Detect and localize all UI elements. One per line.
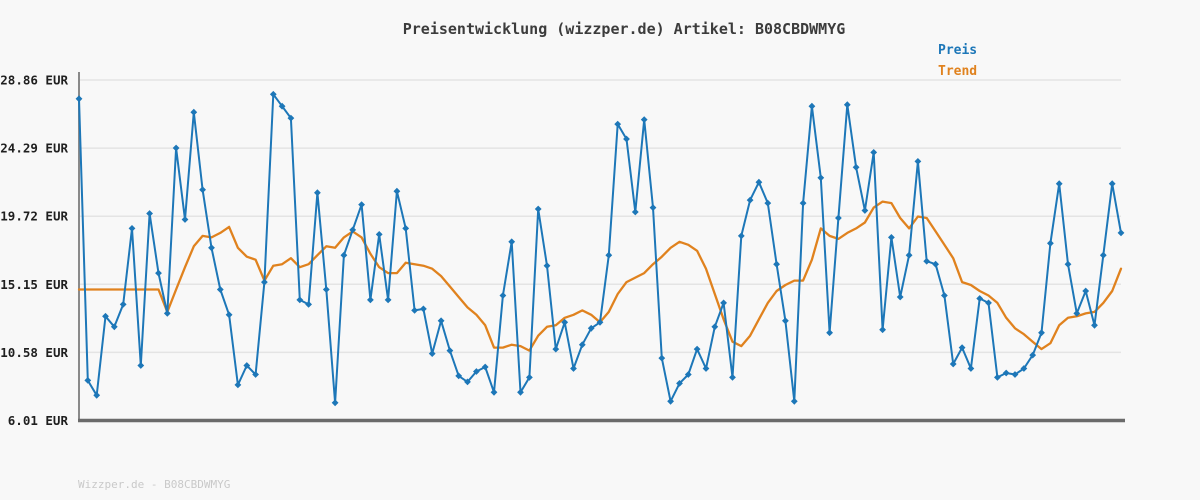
y-axis-tick-label: 24.29 EUR — [0, 141, 68, 156]
y-axis-tick-label: 6.01 EUR — [8, 413, 69, 428]
trend-line — [77, 200, 1123, 352]
chart-legend: Preis Trend — [938, 40, 977, 82]
watermark-text: Wizzper.de - B08CBDWMYG — [78, 478, 231, 491]
y-axis-tick-label: 15.15 EUR — [0, 277, 68, 292]
price-line — [78, 93, 1122, 404]
chart-title: Preisentwicklung (wizzper.de) Artikel: B… — [402, 20, 846, 38]
y-axis-tick-label: 10.58 EUR — [0, 345, 68, 360]
legend-price-label: Preis — [938, 43, 978, 58]
y-axis-tick-label: 28.86 EUR — [0, 73, 68, 88]
y-axis-tick-label: 19.72 EUR — [0, 209, 68, 224]
legend-trend-label: Trend — [938, 64, 978, 79]
